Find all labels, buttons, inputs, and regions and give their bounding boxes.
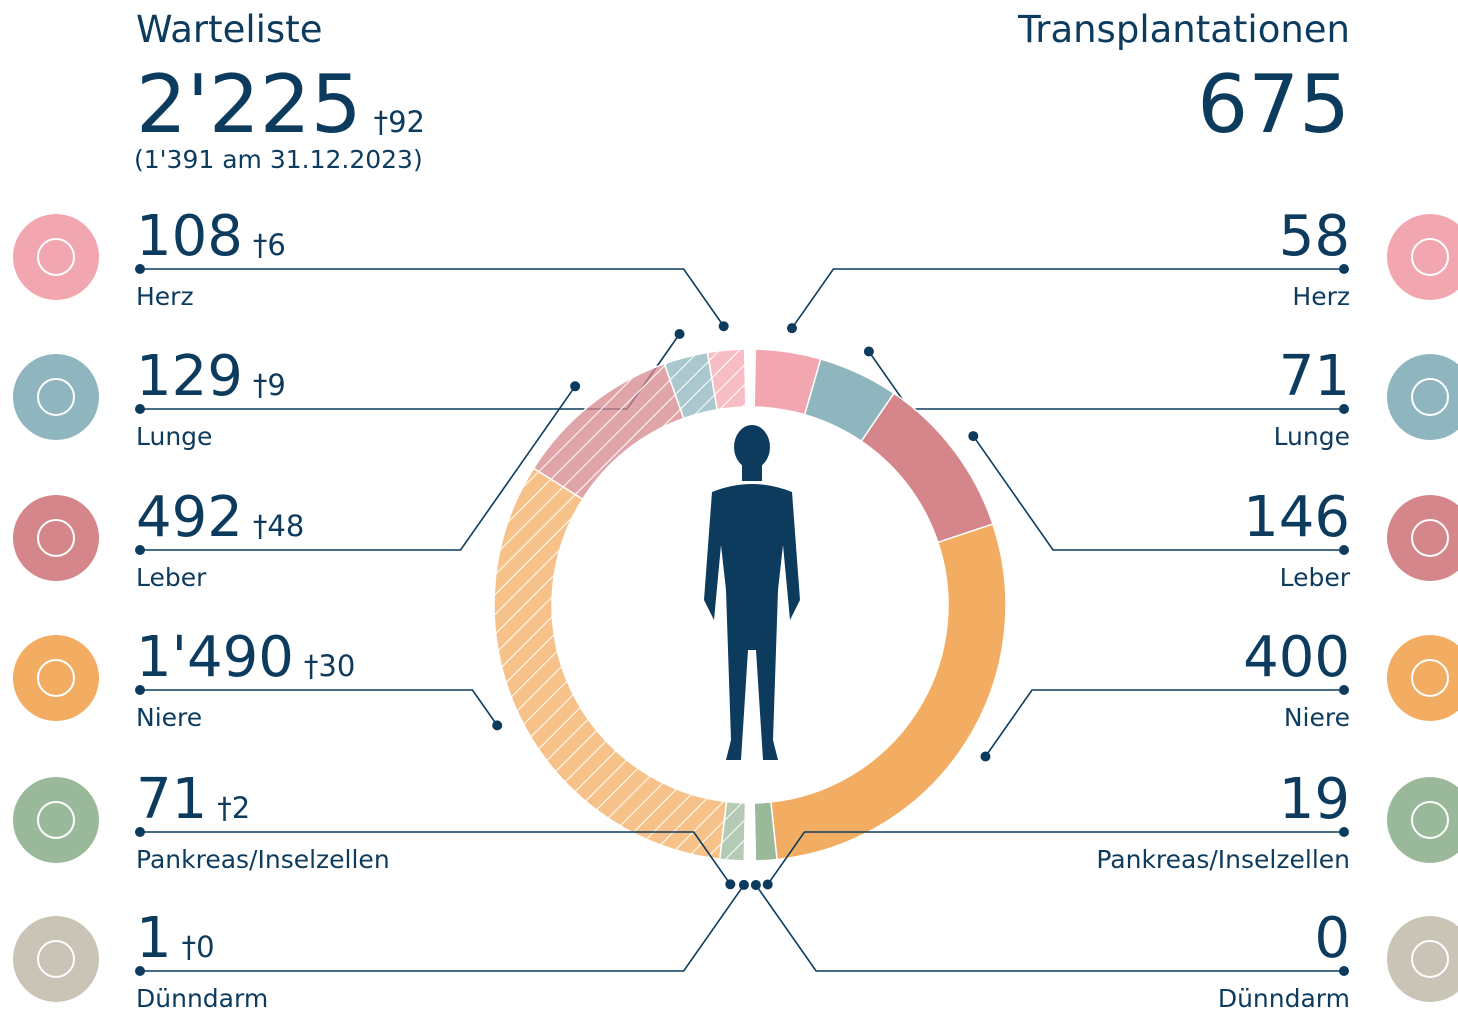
leader-dot (968, 431, 978, 441)
category-label: Herz (1292, 282, 1350, 311)
value-label: 146 (1243, 485, 1350, 550)
leader-line (792, 269, 1344, 328)
value-label: 71 (1279, 344, 1350, 409)
organ-icon (13, 495, 99, 581)
donut-segment (861, 393, 993, 542)
value-label: 19 (1279, 767, 1350, 832)
left-total: 2'225 (136, 58, 362, 151)
donut-segment (534, 364, 684, 499)
leader-dot (725, 879, 735, 889)
death-label: †2 (217, 791, 250, 825)
leader-dot (492, 720, 502, 730)
human-figure (704, 425, 800, 760)
leader-dot (864, 346, 874, 356)
leader-dot (675, 329, 685, 339)
value-label: 0 (1314, 906, 1350, 971)
leader-dot (739, 880, 749, 890)
category-label: Leber (136, 563, 207, 592)
right-total: 675 (1197, 58, 1350, 151)
left-note: (1'391 am 31.12.2023) (134, 145, 423, 174)
donut-segment (494, 468, 727, 859)
death-label: †6 (253, 228, 286, 262)
category-label: Herz (136, 282, 194, 311)
donut-segment (771, 524, 1006, 859)
organ-icon (13, 916, 99, 1002)
category-label: Niere (1284, 703, 1350, 732)
category-label: Lunge (1274, 422, 1350, 451)
leader-dot (763, 879, 773, 889)
infographic: Warteliste 2'225 †92 (1'391 am 31.12.202… (0, 0, 1458, 1014)
leader-dot (570, 381, 580, 391)
leader-dot (751, 880, 761, 890)
death-label: †48 (253, 509, 304, 543)
category-label: Lunge (136, 422, 212, 451)
value-label: 400 (1243, 625, 1350, 690)
value-label: 108 (136, 204, 243, 269)
leader-dot (787, 323, 797, 333)
leader-line (869, 351, 1344, 409)
value-label: 71 (136, 767, 207, 832)
leader-dot (980, 751, 990, 761)
leader-line (756, 885, 1344, 971)
value-label: 58 (1279, 204, 1350, 269)
left-total-deaths: †92 (374, 105, 425, 139)
death-label: †0 (182, 930, 215, 964)
category-label: Dünndarm (136, 984, 268, 1013)
organ-icon (13, 214, 99, 300)
organ-icon (13, 635, 99, 721)
value-label: 492 (136, 485, 243, 550)
right-title: Transplantationen (1017, 8, 1350, 51)
organ-icon (13, 354, 99, 440)
leader-line (140, 269, 724, 326)
death-label: †30 (304, 649, 355, 683)
category-label: Dünndarm (1218, 984, 1350, 1013)
leader-line (140, 885, 744, 971)
category-label: Pankreas/Inselzellen (136, 845, 390, 874)
left-title: Warteliste (136, 8, 322, 51)
value-label: 1'490 (136, 625, 294, 690)
category-label: Leber (1280, 563, 1351, 592)
death-label: †9 (253, 368, 286, 402)
value-label: 129 (136, 344, 243, 409)
category-label: Niere (136, 703, 202, 732)
leader-dot (719, 321, 729, 331)
organ-icon (13, 777, 99, 863)
category-label: Pankreas/Inselzellen (1096, 845, 1350, 874)
value-label: 1 (136, 906, 172, 971)
